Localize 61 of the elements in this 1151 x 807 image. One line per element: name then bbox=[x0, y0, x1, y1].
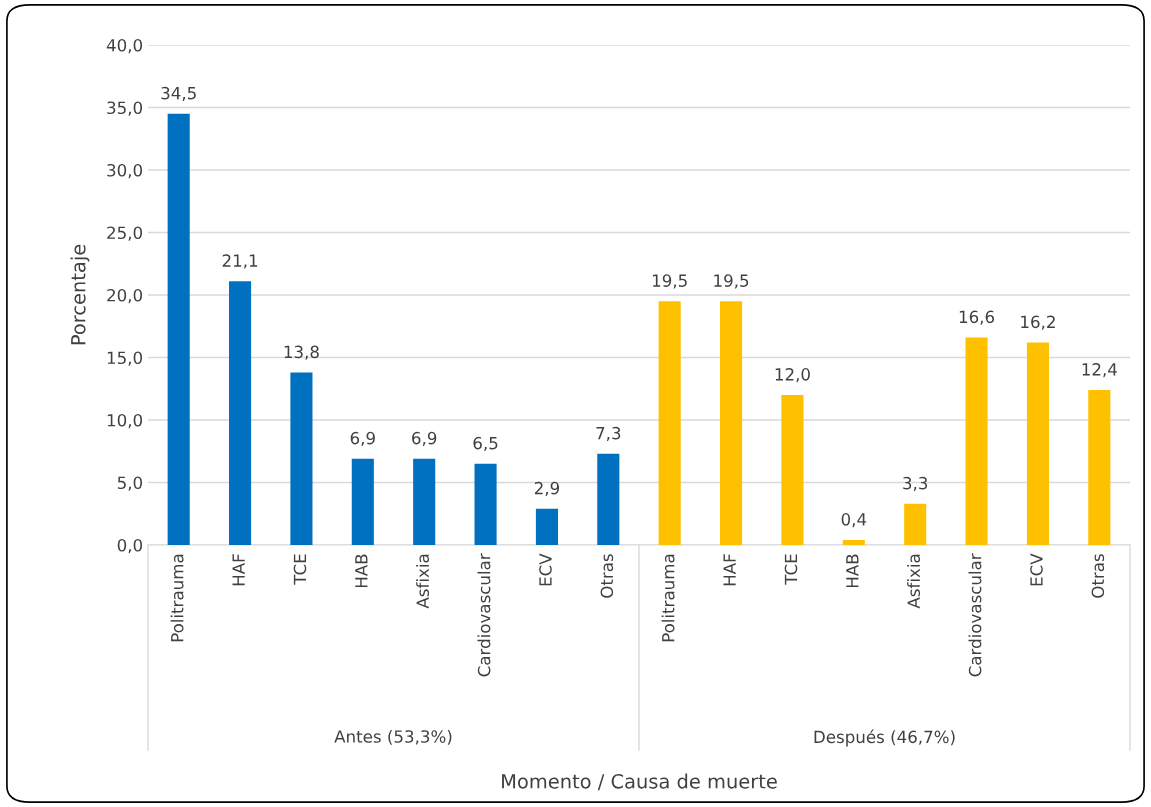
x-tick-label: Politrauma bbox=[170, 554, 184, 642]
bar bbox=[1088, 390, 1111, 545]
data-label: 16,2 bbox=[1021, 315, 1055, 330]
x-tick-label: ECV bbox=[539, 553, 552, 586]
data-label: 12,4 bbox=[1082, 363, 1117, 378]
x-tick-label: Otras bbox=[1091, 554, 1105, 598]
bar bbox=[474, 463, 497, 545]
bar bbox=[658, 301, 681, 545]
x-tick-label: Otras bbox=[600, 554, 614, 598]
x-tick-label: ECV bbox=[1030, 553, 1043, 586]
text: Antes (53,3%) bbox=[334, 729, 452, 745]
bar bbox=[229, 281, 252, 545]
y-tick-label: 25,0 bbox=[107, 226, 143, 241]
y-axis-title: Porcentaje bbox=[70, 244, 90, 345]
x-tick-label: HAF bbox=[723, 554, 736, 586]
data-label: 16,6 bbox=[959, 310, 995, 325]
x-tick-label: Asfixia bbox=[416, 554, 430, 609]
data-label: 19,5 bbox=[652, 274, 687, 289]
x-axis-title: Momento / Causa de muerte bbox=[502, 773, 777, 791]
data-label: 2,9 bbox=[534, 481, 560, 497]
y-tick-label: 10,0 bbox=[107, 413, 143, 429]
data-label: 12,0 bbox=[775, 368, 810, 383]
x-tick-label: Cardiovascular bbox=[968, 553, 982, 677]
data-label: 19,5 bbox=[714, 274, 749, 289]
x-tick-label: TCE bbox=[293, 554, 307, 585]
x-tick-label: Politrauma bbox=[661, 554, 675, 642]
data-label: 34,5 bbox=[161, 86, 196, 102]
y-tick-label: 35,0 bbox=[107, 101, 143, 116]
data-label: 6,9 bbox=[412, 431, 437, 447]
data-label: 21,1 bbox=[222, 254, 258, 269]
data-label: 6,9 bbox=[350, 431, 375, 447]
bar bbox=[413, 458, 436, 545]
x-tick-label: HAB bbox=[846, 554, 859, 588]
bar bbox=[904, 503, 927, 545]
text: Después (46,7%) bbox=[814, 729, 955, 747]
bar bbox=[167, 113, 190, 545]
y-tick-label: 30,0 bbox=[107, 163, 143, 179]
x-tick-label: TCE bbox=[784, 554, 798, 585]
data-label: 13,8 bbox=[284, 345, 319, 360]
bar bbox=[535, 508, 558, 545]
y-tick-label: 20,0 bbox=[107, 288, 143, 304]
data-label: 7,3 bbox=[596, 426, 621, 442]
y-tick-label: 40,0 bbox=[106, 38, 143, 54]
x-tick-label: Asfixia bbox=[907, 554, 921, 609]
bar bbox=[720, 301, 743, 545]
bar bbox=[842, 540, 865, 545]
bar bbox=[965, 337, 988, 545]
bar bbox=[290, 372, 313, 545]
bar bbox=[781, 395, 804, 545]
x-tick-label: HAF bbox=[232, 554, 245, 586]
y-tick-label: 5,0 bbox=[117, 476, 143, 491]
bar bbox=[597, 453, 620, 545]
y-tick-label: 15,0 bbox=[107, 351, 143, 366]
bar bbox=[1026, 342, 1049, 545]
data-label: 3,3 bbox=[903, 476, 928, 492]
x-tick-label: HAB bbox=[355, 554, 368, 588]
y-tick-label: 0,0 bbox=[117, 538, 143, 554]
bar bbox=[351, 458, 374, 545]
x-tick-label: Cardiovascular bbox=[477, 553, 491, 677]
data-label: 0,4 bbox=[841, 513, 867, 528]
data-label: 6,5 bbox=[473, 436, 498, 452]
